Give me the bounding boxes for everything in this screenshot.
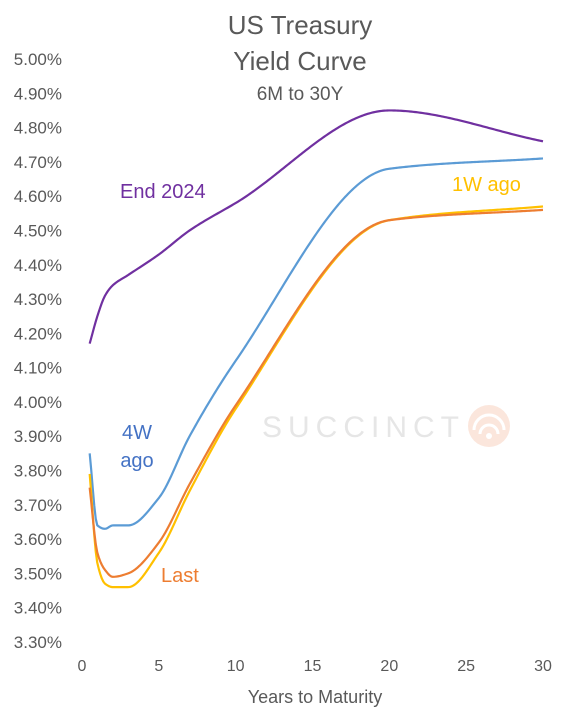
series-line-end-2024 [88,109,544,344]
series-label-4w-ago-line-2: ago [120,450,153,472]
y-tick-label: 4.10% [14,359,62,378]
y-tick-label: 3.30% [14,633,62,652]
x-tick-label: 5 [154,658,163,675]
watermark-text: SUCCINCT [262,411,465,444]
x-tick-label: 0 [78,658,87,675]
y-tick-label: 3.40% [14,599,62,618]
series-label-last: Last [161,565,199,587]
y-tick-label: 4.20% [14,324,62,343]
y-tick-label: 3.60% [14,530,62,549]
y-tick-label: 3.90% [14,427,62,446]
y-tick-label: 4.60% [14,187,62,206]
series-label-1w-ago: 1W ago [452,174,521,196]
chart-title-line-2: Yield Curve [233,46,367,76]
x-tick-label: 20 [380,658,398,675]
series-line-last [88,208,544,578]
y-tick-label: 4.30% [14,290,62,309]
y-tick-label: 4.50% [14,221,62,240]
series-line-4w-ago [88,157,544,530]
x-tick-label: 10 [227,658,245,675]
x-axis-title: Years to Maturity [248,687,382,707]
y-tick-label: 3.80% [14,462,62,481]
x-tick-label: 25 [457,658,475,675]
y-tick-label: 4.40% [14,256,62,275]
chart-subtitle: 6M to 30Y [256,84,344,105]
y-tick-label: 3.70% [14,496,62,515]
chart-title-line-1: US Treasury [227,10,373,40]
series-label-end-2024: End 2024 [120,181,206,203]
y-tick-label: 3.50% [14,564,62,583]
y-tick-label: 4.90% [14,84,62,103]
series-line-1w-ago [88,205,544,589]
series-label-4w-ago-line-1: 4W [122,422,152,444]
series-lines [88,109,544,589]
watermark: SUCCINCT [262,405,510,447]
watermark-logo-icon [468,405,510,447]
x-axis: 0 5 10 15 20 25 30 [78,658,552,675]
y-tick-label: 4.00% [14,393,62,412]
y-tick-label: 5.00% [14,50,62,69]
x-tick-label: 30 [534,658,552,675]
x-tick-label: 15 [304,658,322,675]
y-tick-label: 4.80% [14,119,62,138]
y-axis: 3.30% 3.40% 3.50% 3.60% 3.70% 3.80% 3.90% 4.00%… [14,50,62,652]
y-tick-label: 4.70% [14,153,62,172]
